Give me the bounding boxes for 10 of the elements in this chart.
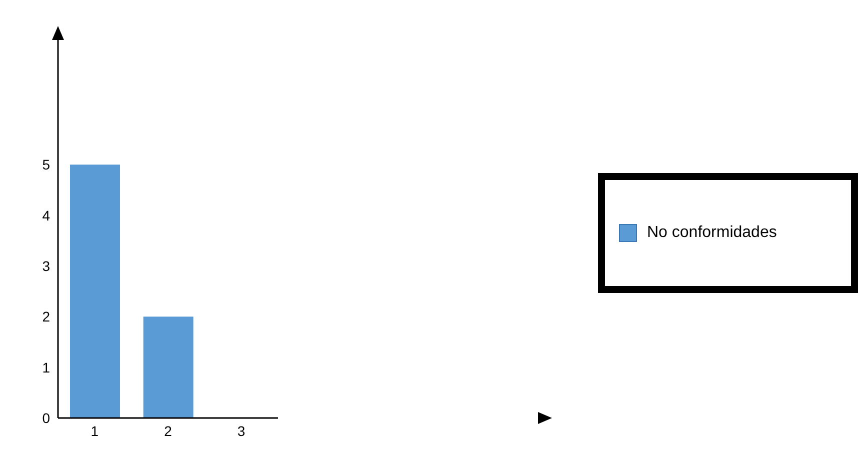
y-tick-label: 4 — [42, 207, 50, 224]
legend-label: No conformidades — [647, 224, 777, 242]
x-tick-label: 3 — [237, 422, 246, 439]
y-tick-label: 5 — [42, 156, 50, 173]
y-tick-label: 3 — [42, 258, 50, 274]
y-tick-label: 2 — [42, 308, 50, 325]
y-tick-label: 1 — [42, 359, 50, 376]
y-tick-label: 0 — [42, 410, 50, 426]
x-tick-label: 2 — [164, 422, 172, 439]
x-tick-label: 1 — [90, 422, 99, 439]
